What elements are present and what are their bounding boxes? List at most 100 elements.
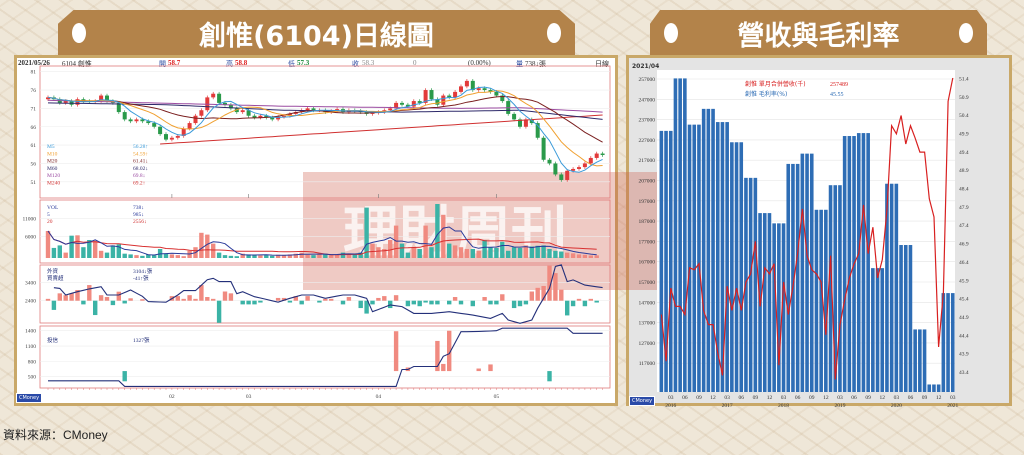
left-axis-tick: 177000: [639, 239, 656, 245]
ma-legend-label: M20: [47, 159, 58, 165]
candlestick: [577, 167, 581, 169]
volume-bar: [311, 255, 316, 258]
candlestick: [75, 99, 80, 105]
trust-legend-value: 1327張: [133, 337, 150, 344]
gross-margin-bar: [908, 245, 913, 392]
ma20-line: [47, 95, 603, 143]
volume-bar: [494, 247, 499, 258]
candlestick: [588, 157, 593, 164]
candlestick: [264, 115, 269, 118]
gross-margin-bar: [668, 130, 673, 393]
trust-tick-label: 1400: [25, 329, 36, 335]
volume-bar: [128, 254, 133, 258]
right-axis-tick: 50.9: [959, 95, 969, 101]
candlestick: [199, 110, 204, 116]
volume-bar: [211, 243, 216, 258]
right-axis-tick: 51.4: [959, 76, 969, 82]
x-month-label: 12: [767, 395, 773, 401]
candlestick: [146, 121, 151, 124]
volume-bar: [81, 247, 86, 258]
right-axis-tick: 46.9: [959, 242, 969, 248]
right-axis-tick: 44.9: [959, 315, 969, 321]
foreign-net-bar: [116, 291, 121, 301]
foreign-net-bar: [281, 297, 287, 301]
foreign-net-bar: [570, 300, 576, 307]
candlestick: [388, 108, 393, 111]
candlestick: [429, 90, 434, 100]
volume-bar: [323, 253, 328, 258]
candlestick: [81, 99, 86, 102]
foreign-net-bar: [582, 300, 588, 307]
candlestick: [518, 119, 522, 127]
foreign-net-bar: [258, 300, 263, 303]
volume-bar: [352, 254, 357, 258]
high-value: 58.8: [235, 59, 248, 67]
right-axis-tick: 45.9: [959, 278, 969, 284]
volume-tick-label: 6000: [25, 234, 36, 240]
x-year-label: 2020: [891, 403, 902, 409]
legend-series-name: 創惟 毛利率(%): [745, 90, 787, 98]
volume-bar: [104, 252, 110, 258]
x-year-label: 2021: [947, 403, 958, 409]
x-month-label: 12: [936, 395, 942, 401]
volume-bar: [234, 256, 239, 258]
gross-margin-bar: [711, 108, 715, 393]
foreign-net-bar: [565, 300, 570, 316]
trust-tick-label: 800: [28, 359, 37, 365]
price-tick-label: 56: [31, 161, 37, 167]
candlestick: [423, 90, 428, 103]
candlestick: [411, 101, 416, 107]
volume-bar: [293, 253, 298, 258]
foreign-legend-label: 外資: [47, 267, 59, 275]
trust-net-bar: [547, 371, 552, 382]
foreign-net-bar: [482, 297, 487, 301]
gross-margin-bar: [861, 133, 866, 392]
ma240-line: [160, 114, 603, 145]
candlestick: [187, 123, 192, 129]
gross-margin-bar: [687, 124, 692, 392]
candlestick: [476, 88, 481, 91]
price-tick-label: 81: [31, 70, 37, 76]
foreign-net-bar: [346, 297, 352, 301]
candlestick: [553, 163, 558, 175]
x-month-label: 03: [950, 395, 956, 401]
volume-bar: [464, 249, 470, 258]
left-axis-tick: 217000: [639, 158, 656, 164]
gross-margin-bar: [842, 136, 847, 392]
trust-tick-label: 500: [28, 375, 37, 381]
x-month-label: 09: [753, 395, 759, 401]
candlestick: [311, 108, 316, 111]
volume-bar: [240, 253, 245, 258]
foreign-net-bar: [51, 300, 57, 310]
foreign-net-bar: [576, 298, 582, 301]
price-panel-frame: [39, 65, 611, 199]
foreign-net-bar: [452, 297, 458, 301]
candlestick: [223, 102, 227, 105]
volume-bar: [175, 255, 180, 258]
volume-bar: [482, 240, 487, 258]
foreign-net-bar: [382, 296, 387, 301]
volume-legend-value: 738↓: [133, 205, 144, 211]
volume-bar: [588, 255, 593, 258]
price-tick-label: 71: [31, 106, 37, 112]
candlestick: [252, 115, 257, 118]
foreign-net-bar: [110, 300, 116, 306]
volume-ma5-line: [47, 226, 597, 256]
foreign-net-bar: [535, 287, 540, 301]
volume-legend-value: 985↓: [133, 212, 144, 218]
volume-bar: [134, 255, 139, 258]
ma-legend-value: 54.59↑: [133, 151, 148, 157]
ma-legend-value: 61.41↓: [133, 159, 148, 165]
gross-margin-bar: [814, 209, 819, 392]
ma10-line: [47, 90, 603, 167]
tab-hole-icon: [547, 23, 561, 43]
candlestick: [405, 104, 410, 107]
gross-margin-bar: [899, 245, 903, 392]
foreign-net-bar: [69, 293, 74, 301]
chart-date: 2021/05/26: [18, 59, 50, 67]
gross-margin-bar: [941, 293, 946, 392]
high-label: 高: [226, 60, 233, 68]
x-month-label: 06: [908, 395, 914, 401]
x-month-label: 06: [739, 395, 745, 401]
volume-bar: [565, 252, 570, 258]
